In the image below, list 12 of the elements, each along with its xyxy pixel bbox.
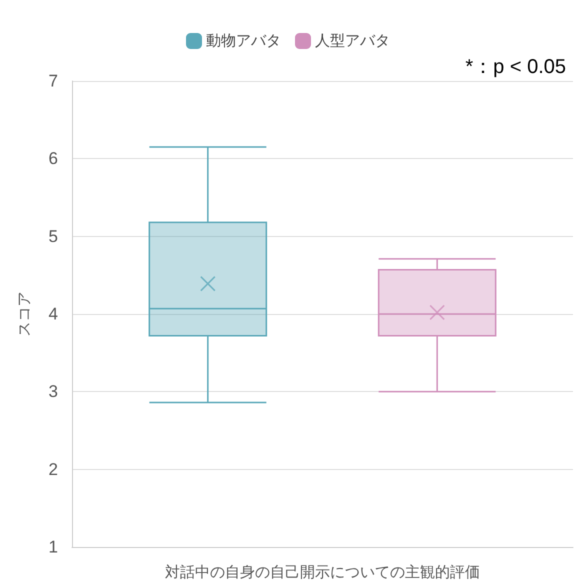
y-tick-label: 4 bbox=[48, 304, 58, 324]
y-tick-label: 5 bbox=[48, 226, 58, 246]
text: *：p < 0.05 bbox=[465, 56, 566, 78]
y-tick-label: 2 bbox=[48, 460, 58, 479]
y-axis-title: スコア bbox=[16, 292, 33, 336]
legend-label: 動物アバタ bbox=[206, 32, 281, 50]
legend-label: 人型アバタ bbox=[315, 32, 390, 50]
x-axis-title: 対話中の自身の自己開示についての主観的評価 bbox=[165, 564, 480, 581]
y-tick-label: 3 bbox=[48, 382, 58, 402]
y-tick-label: 1 bbox=[48, 538, 58, 556]
y-tick-label: 6 bbox=[48, 149, 58, 168]
y-tick-label: 7 bbox=[48, 72, 58, 90]
